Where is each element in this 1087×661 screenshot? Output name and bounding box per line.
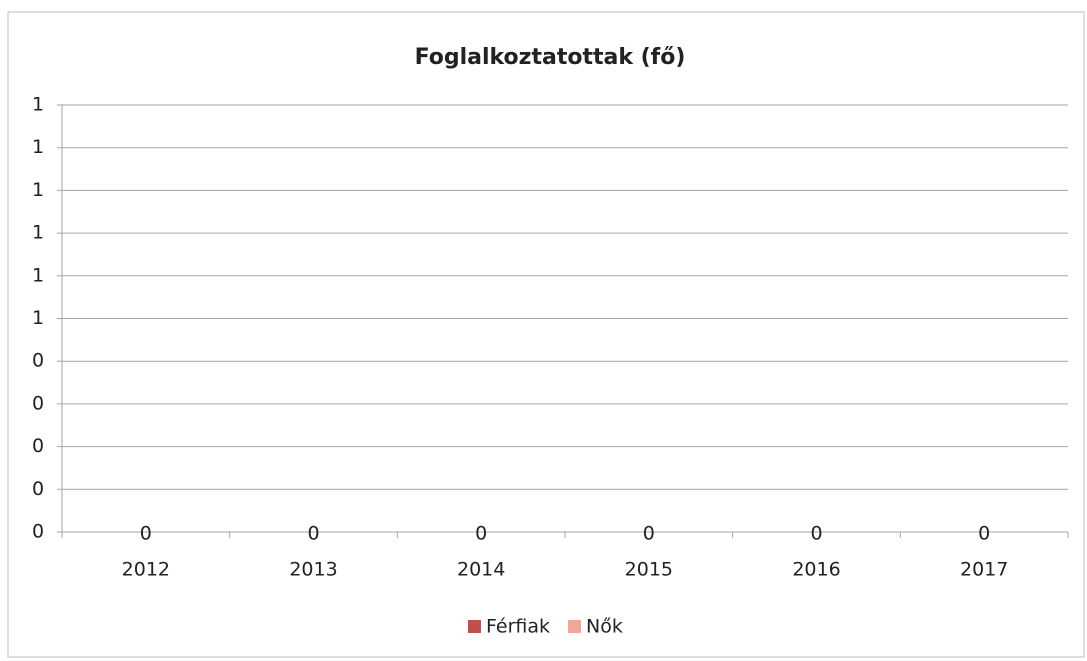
y-tick-label: 1	[32, 307, 44, 329]
y-tick-label: 0	[32, 435, 44, 457]
data-label: 0	[643, 523, 655, 545]
x-tick-label: 2016	[792, 559, 840, 581]
x-tick-label: 2012	[122, 559, 170, 581]
y-tick-label: 0	[32, 521, 44, 543]
legend-swatch	[468, 620, 481, 633]
legend-label: Férfiak	[486, 616, 550, 638]
y-tick-label: 1	[32, 94, 44, 116]
y-tick-label: 1	[32, 222, 44, 244]
chart-frame	[7, 11, 1085, 658]
y-tick-label: 1	[32, 264, 44, 286]
data-label: 0	[810, 523, 822, 545]
x-tick-label: 2013	[289, 559, 337, 581]
data-label: 0	[307, 523, 319, 545]
y-tick-label: 1	[32, 179, 44, 201]
x-tick-label: 2014	[457, 559, 505, 581]
y-tick-label: 0	[32, 478, 44, 500]
x-tick-label: 2017	[960, 559, 1008, 581]
data-label: 0	[475, 523, 487, 545]
data-label: 0	[140, 523, 152, 545]
legend-swatch	[568, 620, 582, 633]
y-tick-label: 0	[32, 350, 44, 372]
data-label: 0	[978, 523, 990, 545]
x-tick-label: 2015	[625, 559, 673, 581]
legend-label: Nők	[586, 616, 623, 638]
chart-title: Foglalkoztatottak (fő)	[415, 45, 686, 70]
y-tick-label: 0	[32, 392, 44, 414]
y-tick-label: 1	[32, 136, 44, 158]
